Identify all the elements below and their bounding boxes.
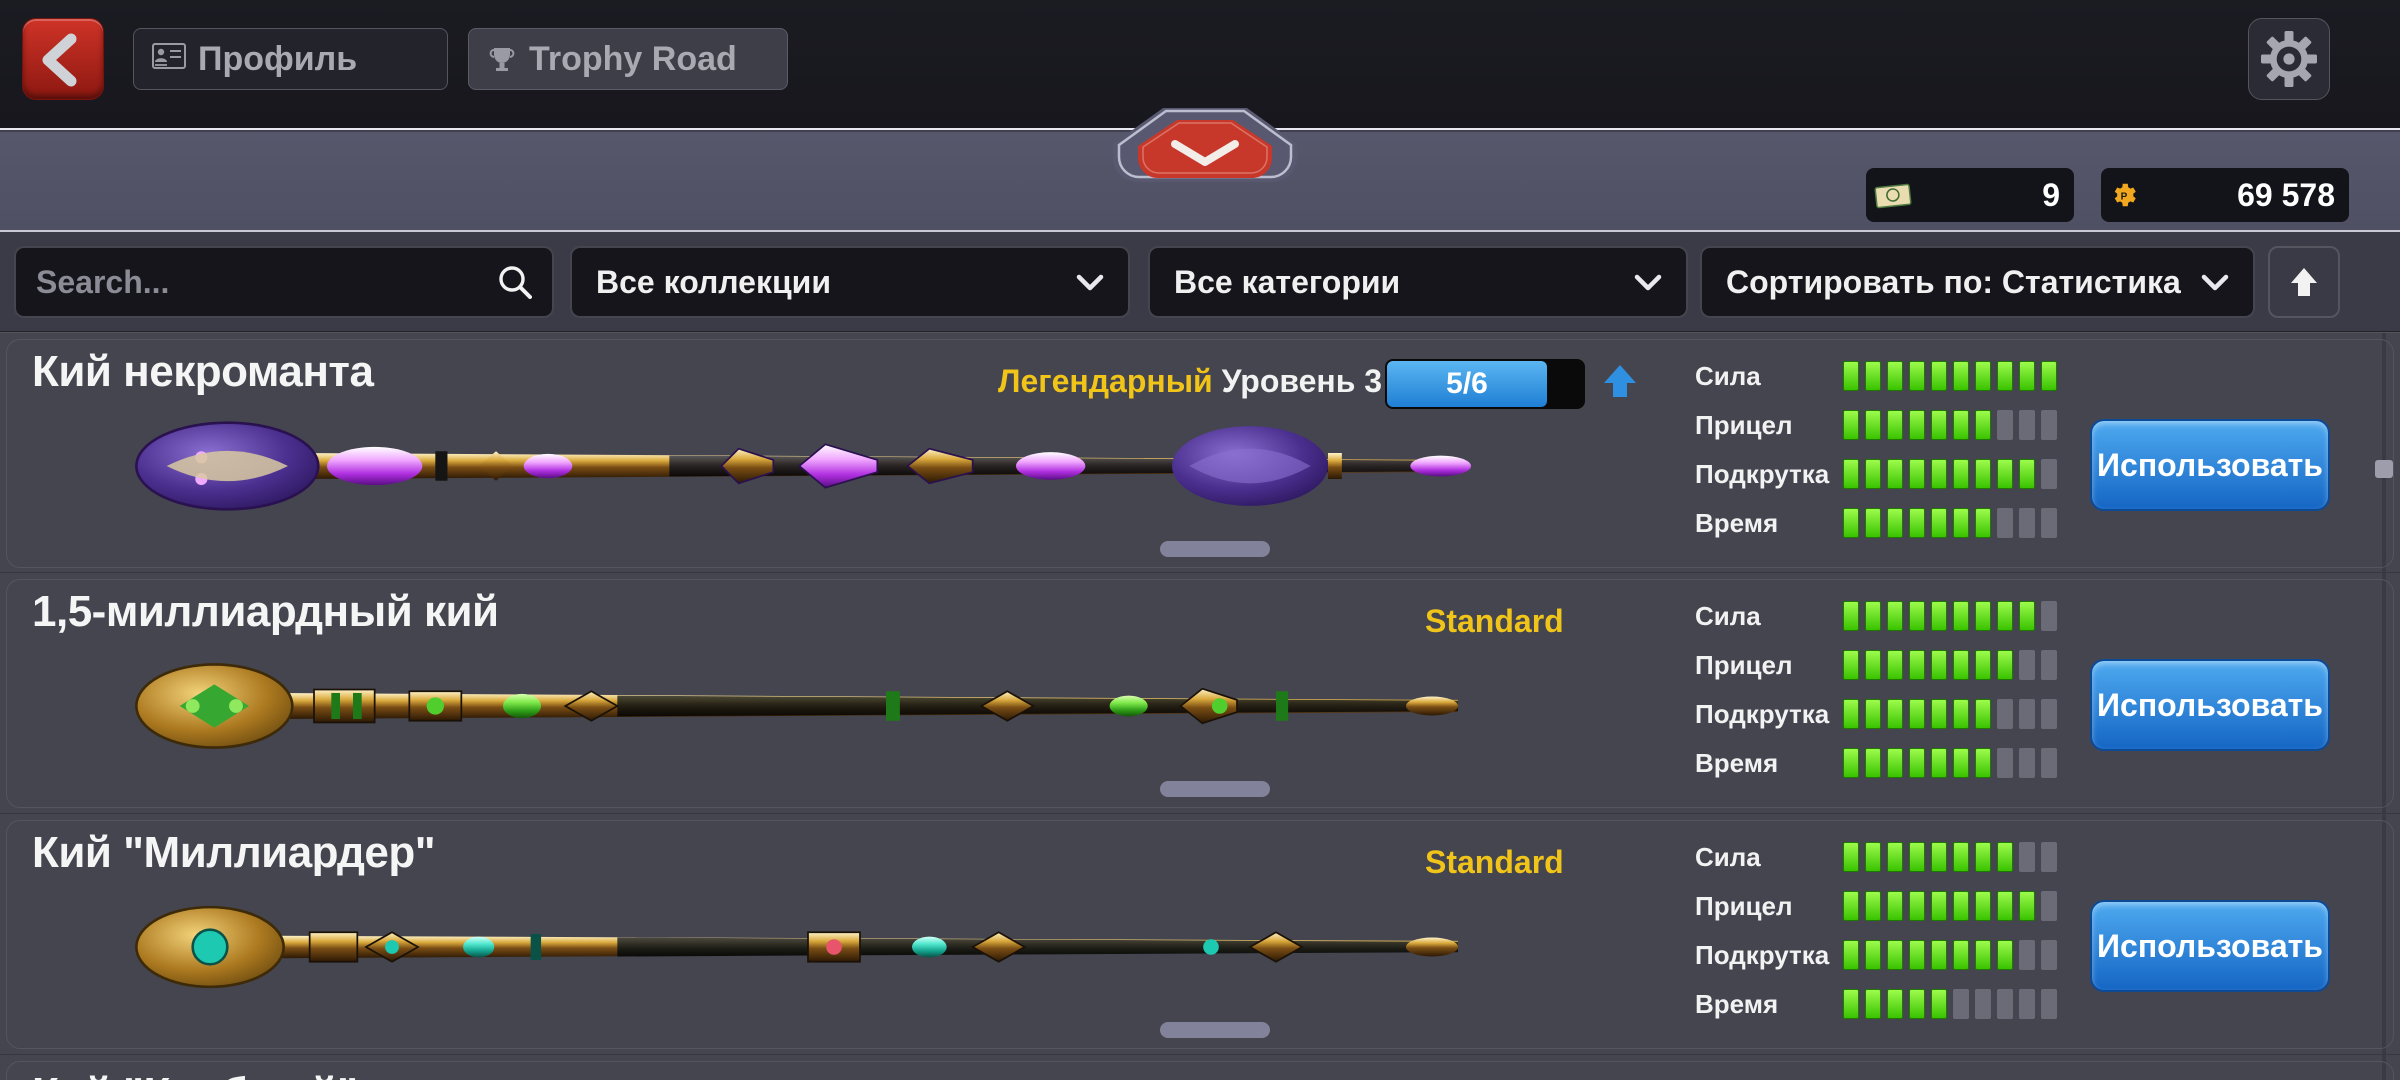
svg-text:P: P [2121, 191, 2128, 202]
